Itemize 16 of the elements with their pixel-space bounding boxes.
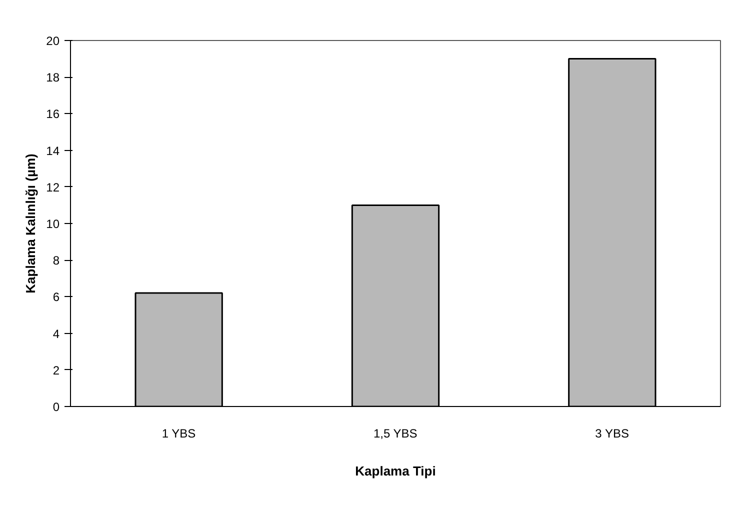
y-tick-label: 10 xyxy=(46,217,60,231)
x-tick-label: 3 YBS xyxy=(595,426,629,440)
y-tick-label: 18 xyxy=(46,70,60,85)
y-tick-label: 4 xyxy=(52,326,60,341)
y-tick-label: 16 xyxy=(46,107,60,122)
y-tick-label: 2 xyxy=(52,363,60,378)
y-axis-title: Kaplama Kalınlığı (µm) xyxy=(23,154,38,294)
y-tick-label: 20 xyxy=(46,34,60,48)
y-tick-label: 0 xyxy=(52,400,60,414)
x-axis-title: Kaplama Tipi xyxy=(355,464,436,478)
y-tick-label: 8 xyxy=(52,254,60,268)
x-tick-label: 1,5 YBS xyxy=(373,426,418,440)
y-tick-label: 12 xyxy=(46,180,60,194)
y-tick-label: 6 xyxy=(52,290,60,304)
y-tick-label: 14 xyxy=(46,144,60,158)
x-tick-label: 1 YBS xyxy=(162,426,196,440)
